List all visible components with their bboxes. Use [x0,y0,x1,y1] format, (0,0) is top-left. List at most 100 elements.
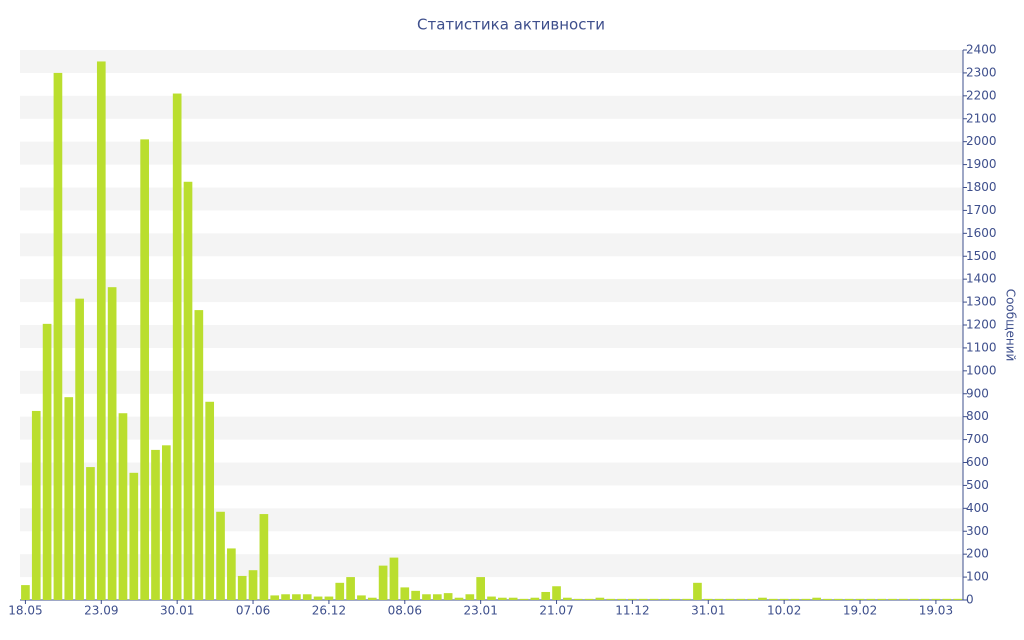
y-tick-label: 1200 [966,318,997,332]
bar [899,598,908,600]
bar [140,139,149,600]
bar [302,594,312,600]
bar [671,598,681,600]
bar [714,598,724,600]
bar [216,511,225,600]
bar [335,582,345,600]
y-tick-label: 2200 [966,88,997,102]
bar [31,410,41,600]
bar [42,323,52,600]
bar [758,597,767,600]
bar [432,594,442,600]
y-tick-label: 1000 [966,363,997,377]
bar [725,598,735,600]
y-tick-label: 1100 [966,340,997,354]
x-tick-label: 18.05 [8,604,42,618]
bar [779,598,789,600]
x-tick-label: 23.01 [463,604,497,618]
bar [877,598,887,600]
bar [205,401,215,600]
bar [313,596,323,600]
y-tick-label: 1900 [966,157,997,171]
y-tick-label: 400 [966,501,989,515]
grid-stripe [20,50,963,73]
x-tick-label: 19.02 [843,604,877,618]
y-tick-label: 1400 [966,272,997,286]
bar [151,449,160,600]
bar [53,72,63,600]
bar [638,598,648,600]
bar [357,595,366,600]
bar [129,472,139,600]
bar [552,586,561,600]
bar [21,585,30,600]
chart-title: Статистика активности [417,16,605,34]
grid-stripe [20,141,963,165]
bar [747,598,756,600]
y-tick-label: 500 [966,478,989,492]
grid-stripe [20,462,963,486]
bar [96,61,106,601]
y-tick-label: 700 [966,432,989,446]
bar [953,598,962,600]
grid-stripe [20,325,963,348]
x-tick-label: 23.09 [84,604,118,618]
bar [801,598,811,600]
bar [573,598,583,600]
y-tick-label: 0 [966,593,974,607]
bar [508,597,518,600]
bar [367,597,377,600]
bar [476,577,485,600]
bar [64,397,74,600]
bar [259,514,269,600]
y-tick-label: 1800 [966,180,997,194]
bar [563,597,572,600]
y-tick-label: 2000 [966,134,997,148]
grid-stripe [20,95,963,119]
bar [248,570,258,600]
bar [909,598,919,600]
bar [161,445,171,600]
y-tick-label: 600 [966,455,989,469]
x-tick-label: 19.03 [919,604,953,618]
grid-stripe [20,554,963,578]
bar [790,598,800,600]
grid-stripe [20,187,963,211]
bar [465,594,475,600]
bar [812,597,822,600]
y-tick-label: 1300 [966,295,997,309]
bar [107,287,117,600]
bar [172,93,182,601]
bar [443,593,453,600]
bar [823,598,832,600]
bar [292,594,301,600]
x-tick-label: 10.02 [767,604,801,618]
bar [530,597,540,600]
y-tick-label: 1600 [966,226,997,240]
x-tick-label: 31.01 [691,604,725,618]
y-tick-label: 200 [966,547,989,561]
y-tick-label: 300 [966,524,989,538]
bar [682,598,691,600]
bar [866,598,876,600]
bar [281,594,290,600]
grid-stripe [20,370,963,394]
bar [118,413,128,600]
x-tick-label: 26.12 [312,604,346,618]
x-tick-label: 11.12 [615,604,649,618]
y-tick-label: 800 [966,409,989,423]
bar [834,598,843,600]
y-tick-label: 100 [966,570,989,584]
y-axis-label: Сообщений [1004,289,1018,362]
y-tick-label: 900 [966,386,989,400]
x-tick-label: 21.07 [539,604,573,618]
bar [422,594,431,600]
bar [400,587,410,600]
bar [606,598,616,600]
bar [389,557,399,600]
bar [183,181,193,601]
bar [227,548,236,600]
bar [237,575,247,600]
bar [194,310,204,600]
